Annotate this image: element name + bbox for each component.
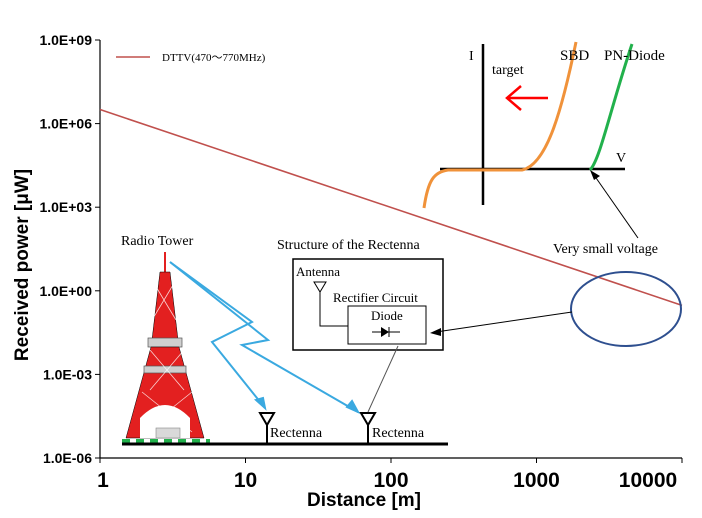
x-tick-label: 1: [97, 469, 109, 492]
y-tick-label: 1.0E-03: [43, 366, 92, 382]
rectenna-label-2: Rectenna: [372, 426, 425, 441]
iv-pn-label: PN-Diode: [604, 48, 665, 64]
pointer-arrowhead: [430, 328, 441, 336]
x-tick-label: 100: [373, 469, 408, 492]
y-tick-label: 1.0E+00: [39, 283, 92, 299]
iv-inset: I V target SBD PN-Diode Very small volta…: [422, 41, 665, 257]
pointer-ellipse-to-diode: [435, 311, 573, 333]
y-tick-label: 1.0E+06: [39, 116, 92, 132]
rectenna-label-1: Rectenna: [270, 426, 323, 441]
antenna-icon: [359, 412, 377, 444]
x-axis-label: Distance [m]: [307, 490, 421, 511]
y-tick-label: 1.0E+09: [39, 32, 92, 48]
antenna-icon: [258, 412, 276, 444]
y-tick-label: 1.0E-06: [43, 450, 92, 466]
rectifier-label: Rectifier Circuit: [333, 290, 418, 305]
iv-i-label: I: [469, 49, 474, 64]
rectenna-structure-diagram: Antenna Rectifier Circuit Diode: [292, 258, 444, 351]
structure-title: Structure of the Rectenna: [277, 238, 420, 253]
series-line-dttv: [99, 108, 683, 307]
radio-wave-arrows: [169, 261, 361, 415]
iv-curve-pn: [588, 43, 634, 172]
x-tick-label: 1000: [513, 469, 560, 492]
iv-note-arrowhead: [590, 170, 600, 180]
legend-label: DTTV(470～770MHz): [162, 52, 266, 64]
left-arrow-icon: [505, 85, 548, 111]
y-axis-label: Received power [μW]: [12, 169, 33, 361]
x-tick-label: 10000: [619, 469, 677, 492]
iv-note-pointer: [593, 174, 639, 239]
iv-note-label: Very small voltage: [553, 242, 658, 257]
highlight-ellipse: [570, 271, 682, 347]
diode-icon: [372, 327, 400, 337]
iv-curve-sbd: [422, 41, 578, 209]
y-tick-label: 1.0E+03: [39, 199, 92, 215]
iv-v-label: V: [616, 151, 626, 166]
iv-target-label: target: [492, 63, 524, 78]
iv-sbd-label: SBD: [560, 48, 589, 64]
diode-label: Diode: [371, 308, 403, 323]
antenna-label: Antenna: [296, 264, 340, 279]
tower-label: Radio Tower: [121, 234, 194, 249]
antenna-icon: [313, 281, 327, 293]
pointer-rectenna-to-box: [367, 345, 399, 413]
x-tick-label: 10: [234, 469, 257, 492]
radio-tower-illustration: Radio Tower: [121, 234, 210, 443]
